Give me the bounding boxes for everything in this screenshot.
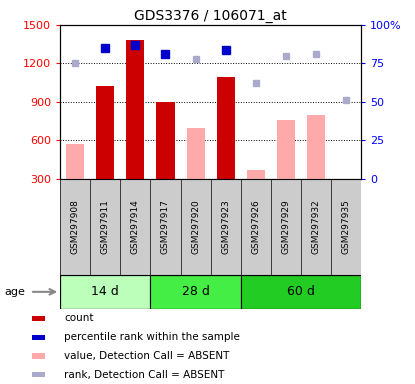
Bar [32, 353, 45, 359]
Bar [120, 179, 150, 275]
Bar [301, 25, 331, 179]
Text: GSM297914: GSM297914 [131, 199, 140, 254]
Bar [210, 25, 241, 179]
Bar [156, 103, 175, 179]
Text: GSM297926: GSM297926 [251, 199, 260, 254]
Bar [307, 114, 325, 179]
Text: 60 d: 60 d [287, 285, 315, 298]
Bar [150, 179, 181, 275]
Bar [181, 25, 211, 179]
Bar [331, 25, 361, 179]
Text: rank, Detection Call = ABSENT: rank, Detection Call = ABSENT [64, 370, 225, 380]
Text: percentile rank within the sample: percentile rank within the sample [64, 332, 240, 342]
Bar [181, 179, 211, 275]
Text: GSM297920: GSM297920 [191, 199, 200, 254]
Text: value, Detection Call = ABSENT: value, Detection Call = ABSENT [64, 351, 229, 361]
Bar [150, 275, 241, 309]
Text: GSM297929: GSM297929 [281, 199, 290, 254]
Bar [271, 179, 301, 275]
Text: 14 d: 14 d [91, 285, 119, 298]
Bar [60, 275, 150, 309]
Text: GSM297908: GSM297908 [71, 199, 80, 254]
Title: GDS3376 / 106071_at: GDS3376 / 106071_at [134, 8, 287, 23]
Bar [96, 86, 115, 179]
Bar [241, 179, 271, 275]
Text: GSM297935: GSM297935 [342, 199, 351, 254]
Bar [90, 179, 120, 275]
Bar [210, 179, 241, 275]
Bar [60, 25, 90, 179]
Bar [247, 170, 265, 179]
Bar [66, 144, 84, 179]
Text: age: age [4, 287, 25, 297]
Text: 28 d: 28 d [182, 285, 210, 298]
Bar [301, 179, 331, 275]
Bar [120, 25, 150, 179]
Bar [32, 316, 45, 321]
Bar [150, 25, 181, 179]
Text: GSM297917: GSM297917 [161, 199, 170, 254]
Bar [126, 40, 144, 179]
Bar [217, 78, 235, 179]
Bar [32, 372, 45, 377]
Bar [271, 25, 301, 179]
Bar [241, 275, 361, 309]
Bar [187, 128, 205, 179]
Bar [90, 25, 120, 179]
Bar [60, 179, 90, 275]
Text: GSM297932: GSM297932 [311, 199, 320, 254]
Bar [241, 25, 271, 179]
Text: count: count [64, 313, 93, 323]
Text: GSM297923: GSM297923 [221, 199, 230, 254]
Bar [32, 334, 45, 340]
Bar [277, 120, 295, 179]
Bar [331, 179, 361, 275]
Text: GSM297911: GSM297911 [101, 199, 110, 254]
